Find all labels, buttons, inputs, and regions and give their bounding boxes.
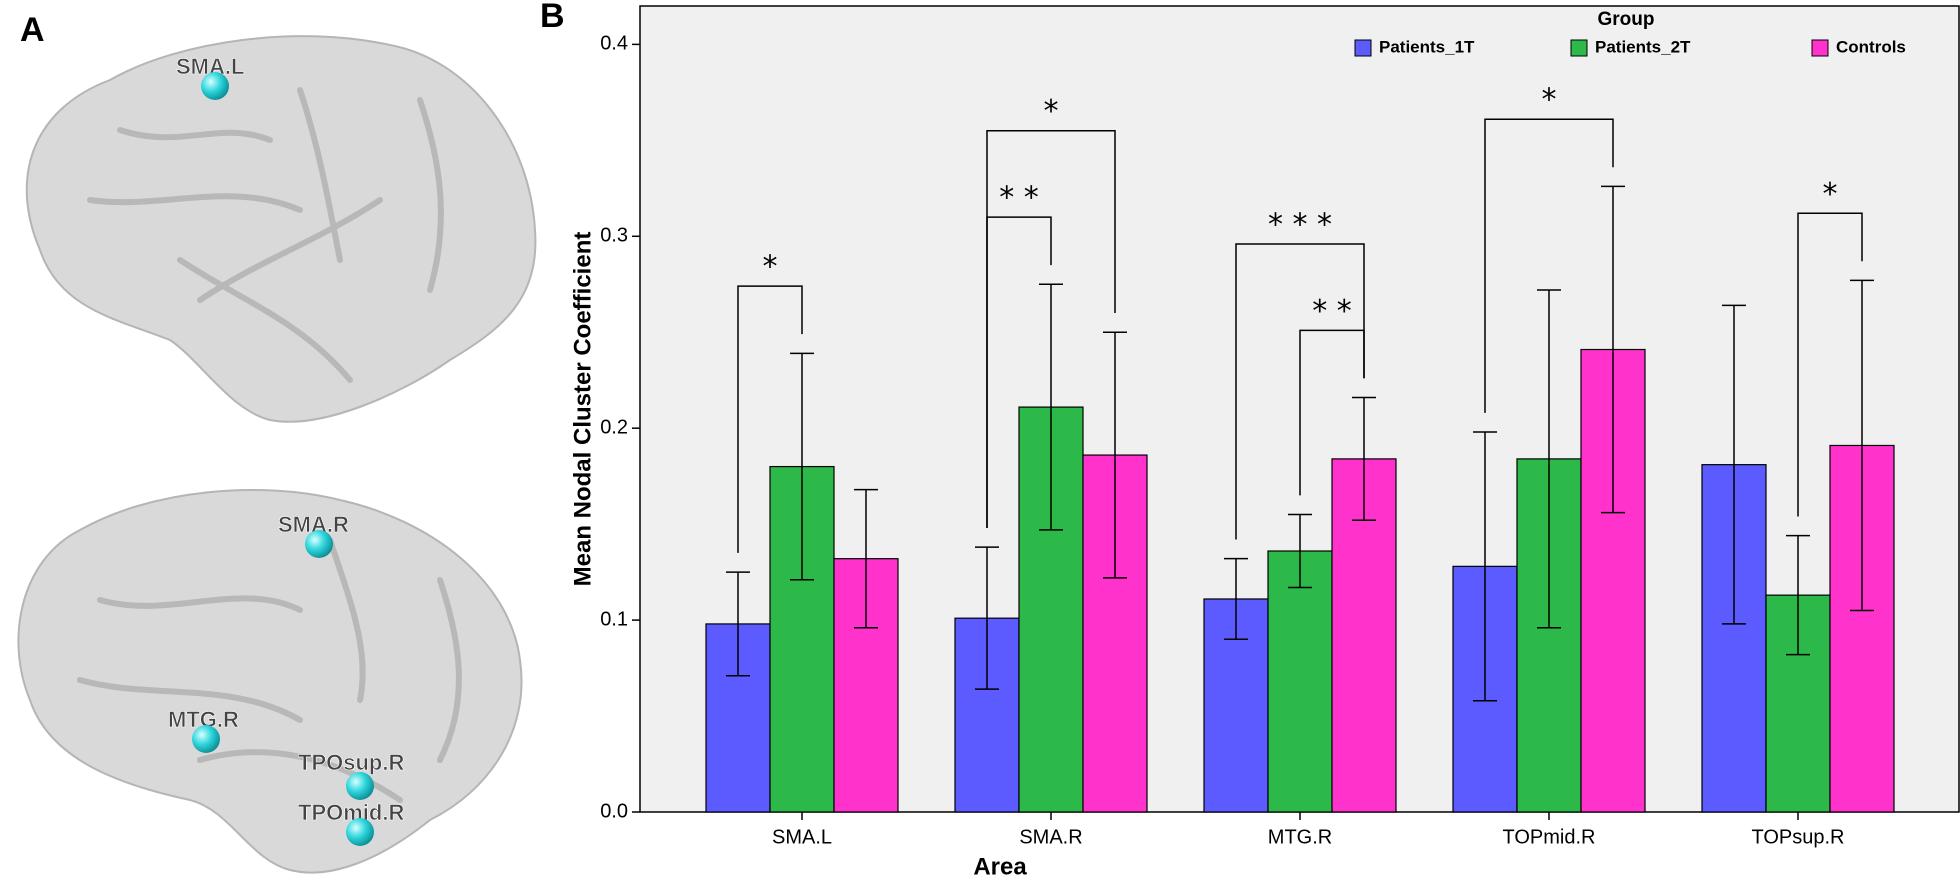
error-bar: [726, 571, 750, 677]
significance-bracket: [986, 129, 1116, 528]
node-label: TPOmid.R: [298, 800, 404, 825]
brain-node: [201, 72, 229, 100]
significance-label: *: [763, 250, 778, 285]
brain-node: [346, 772, 374, 800]
x-tick-label: TOPmid.R: [1503, 826, 1596, 848]
error-bar: [1039, 283, 1063, 531]
node-label: SMA.R: [278, 512, 349, 537]
x-tick-label: MTG.R: [1268, 826, 1332, 848]
node-label: SMA.L: [176, 54, 244, 79]
legend-label: Patients_1T: [1379, 37, 1475, 56]
error-bar: [1288, 513, 1312, 589]
error-bar: [1103, 331, 1127, 579]
bar: [1267, 550, 1333, 813]
significance-bracket: [1235, 243, 1365, 540]
significance-bracket: [737, 285, 803, 553]
significance-label: *: [1542, 83, 1557, 118]
y-tick-label: 0.2: [600, 416, 628, 438]
significance-label: * * *: [1268, 207, 1332, 242]
significance-bracket: [1484, 118, 1614, 413]
y-axis-title: Mean Nodal Cluster Coefficient: [569, 232, 596, 587]
brain-node: [305, 530, 333, 558]
significance-label: * *: [1312, 294, 1352, 329]
error-bar: [1352, 396, 1376, 522]
legend-label: Controls: [1836, 37, 1906, 56]
legend-label: Patients_2T: [1595, 37, 1691, 56]
brain-node: [346, 818, 374, 846]
error-bar: [1537, 289, 1561, 629]
error-bar: [1224, 557, 1248, 641]
error-bar: [790, 352, 814, 581]
brain-node: [192, 725, 220, 753]
significance-bracket: [1797, 212, 1863, 517]
significance-label: *: [1823, 177, 1838, 212]
error-bar: [1786, 534, 1810, 656]
error-bar: [1850, 279, 1874, 612]
x-axis-title: Area: [973, 853, 1027, 880]
y-tick-label: 0.4: [600, 33, 628, 55]
panel-label: A: [20, 11, 45, 49]
legend-swatch: [1354, 39, 1372, 57]
legend-title: Group: [1598, 9, 1655, 30]
x-tick-label: TOPsup.R: [1752, 826, 1845, 848]
error-bar: [1601, 185, 1625, 514]
x-tick-label: SMA.R: [1019, 826, 1082, 848]
error-bar: [854, 488, 878, 629]
y-tick-label: 0.0: [600, 800, 628, 822]
x-tick-label: SMA.L: [772, 826, 832, 848]
error-bar: [1473, 431, 1497, 702]
node-label: TPOsup.R: [298, 750, 404, 775]
error-bar: [975, 546, 999, 690]
error-bar: [1722, 304, 1746, 625]
brain-bottom: [17, 489, 523, 874]
panel-label: B: [540, 0, 565, 35]
significance-label: * *: [999, 181, 1039, 216]
legend-swatch: [1570, 39, 1588, 57]
significance-label: *: [1044, 94, 1059, 129]
brain-top: [25, 35, 537, 423]
y-tick-label: 0.3: [600, 225, 628, 247]
legend-swatch: [1811, 39, 1829, 57]
y-tick-label: 0.1: [600, 608, 628, 630]
